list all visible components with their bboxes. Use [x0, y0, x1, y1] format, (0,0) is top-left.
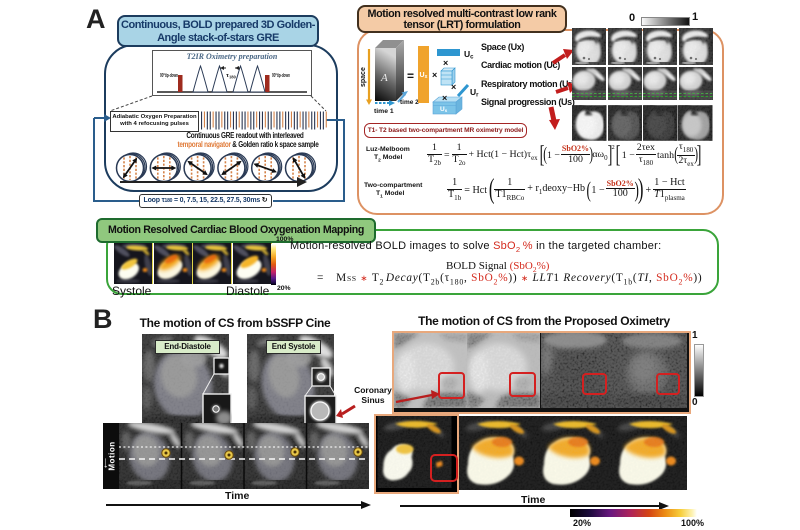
svg-text:τ180: τ180 — [226, 72, 237, 80]
svg-text:×: × — [451, 82, 456, 92]
svg-text:Motion: Motion — [108, 441, 117, 470]
svg-text:90°tip-down: 90°tip-down — [160, 73, 178, 79]
svg-text:time 1: time 1 — [374, 108, 394, 115]
svg-text:=: = — [407, 69, 414, 83]
svg-text:90°tip-down: 90°tip-down — [272, 73, 290, 79]
svg-text:×: × — [442, 93, 447, 103]
svg-text:space: space — [360, 67, 367, 87]
svg-text:A: A — [380, 72, 388, 84]
svg-text:Ur: Ur — [470, 87, 479, 99]
svg-text:Us: Us — [440, 106, 448, 113]
svg-text:Uc: Uc — [464, 49, 474, 61]
svg-text:×: × — [432, 70, 437, 80]
svg-text:×: × — [443, 58, 448, 68]
svg-text:⟵: ⟵ — [103, 458, 110, 468]
svg-text:Ux: Ux — [420, 72, 428, 80]
svg-text:time 2: time 2 — [400, 99, 419, 106]
